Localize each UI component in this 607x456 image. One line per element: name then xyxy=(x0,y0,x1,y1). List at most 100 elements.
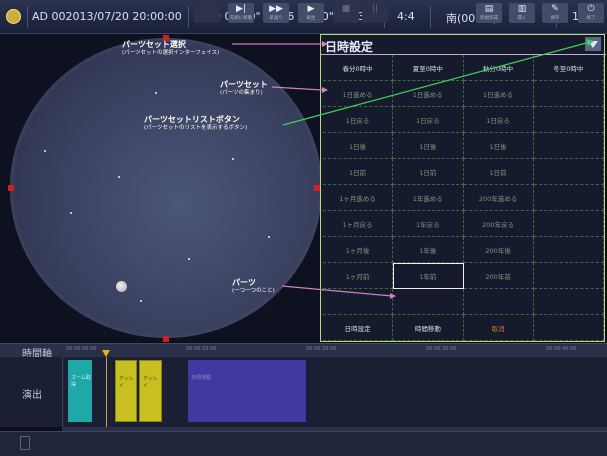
part-button[interactable]: 1日前 xyxy=(463,159,534,185)
timeline-clip[interactable]: ディレイ xyxy=(115,360,137,422)
time-tick: 00:00:30.00 xyxy=(426,346,457,352)
part-button[interactable]: 時間移動 xyxy=(393,315,464,341)
track-label: 演出 xyxy=(22,390,42,401)
star xyxy=(268,236,270,238)
part-button xyxy=(533,81,604,107)
part-button[interactable]: 1日戻る xyxy=(323,107,394,133)
new-button[interactable]: ▤ 新規作成 xyxy=(476,3,502,23)
bottom-toolbar xyxy=(0,431,607,456)
timeline-axis[interactable]: 時間軸 00:00:00.00 00:00:10.00 00:00:20.00 … xyxy=(0,343,607,360)
save-icon: ✎ xyxy=(551,4,559,14)
app-logo-icon[interactable] xyxy=(6,9,21,24)
part-button[interactable]: 取消 xyxy=(463,315,534,341)
part-button[interactable]: 1ヶ月前 xyxy=(323,263,394,289)
parts-grid: 春分0時中 夏至0時中 秋分0時中 冬至0時中 1日進める 1日進める 1日進める 1日戻る 1… xyxy=(323,55,604,341)
part-button[interactable]: 1年戻る xyxy=(393,211,464,237)
star xyxy=(155,92,157,94)
callout-parts-set: パーツセット (パーツの集まり) xyxy=(220,80,268,96)
part-button xyxy=(463,289,534,315)
part-button[interactable]: 1日前 xyxy=(393,159,464,185)
part-button[interactable]: 1年進める xyxy=(393,185,464,211)
track-divider xyxy=(62,357,63,427)
pause-icon: || xyxy=(371,4,379,14)
parts-set-title: 日時設定 xyxy=(325,40,374,54)
time-tick: 00:00:20.00 xyxy=(306,346,337,352)
time-tick: 00:00:40.00 xyxy=(546,346,577,352)
part-button xyxy=(533,289,604,315)
part-button[interactable]: 1年後 xyxy=(393,237,464,263)
part-button[interactable]: 1日進める xyxy=(463,81,534,107)
star xyxy=(232,158,234,160)
star xyxy=(70,212,72,214)
divider xyxy=(188,6,189,28)
part-button[interactable]: 秋分0時中 xyxy=(463,55,534,81)
part-button[interactable]: 200年戻る xyxy=(463,211,534,237)
timeline-clip[interactable]: ズーム取得 xyxy=(68,360,92,422)
part-button[interactable]: 200年前 xyxy=(463,263,534,289)
part-button[interactable]: 冬至0時中 xyxy=(533,55,604,81)
star xyxy=(140,300,142,302)
planetarium-dome[interactable] xyxy=(10,38,322,338)
part-button xyxy=(533,237,604,263)
part-button[interactable]: 1日戻る xyxy=(393,107,464,133)
part-button[interactable]: 1日前 xyxy=(323,159,394,185)
part-button[interactable]: 1年前 xyxy=(393,263,464,289)
blank-button xyxy=(194,3,220,23)
part-button xyxy=(533,185,604,211)
fast-forward-icon: ▶▶ xyxy=(269,4,283,14)
parts-set-panel: 日時設定 春分0時中 夏至0時中 秋分0時中 冬至0時中 1日進める 1日進める 1日進める… xyxy=(320,34,606,342)
part-button[interactable]: 1ヶ月進める xyxy=(323,185,394,211)
pause-button[interactable]: || xyxy=(362,3,388,23)
part-button[interactable]: 200年進める xyxy=(463,185,534,211)
part-button[interactable]: 1日後 xyxy=(393,133,464,159)
exit-button[interactable]: ⏻ 終了 xyxy=(578,3,604,23)
star xyxy=(44,150,46,152)
date-readout: AD 002013/07/20 20:00:00 xyxy=(32,10,182,23)
playhead-marker[interactable] xyxy=(102,350,110,357)
callout-parts-select: パーツセット選択 (パーツセットの選択インターフェイス) xyxy=(122,40,220,56)
part-button[interactable]: 200年後 xyxy=(463,237,534,263)
east-marker xyxy=(8,185,14,191)
play-icon: ▶ xyxy=(307,4,315,14)
divider xyxy=(27,6,28,28)
timeline-clip[interactable]: ディレイ xyxy=(139,360,162,422)
part-button xyxy=(533,133,604,159)
timeline-clip[interactable]: 日周運動 xyxy=(188,360,306,422)
callout-parts: パーツ (一つ一つのこと) xyxy=(232,278,275,294)
trash-icon[interactable] xyxy=(20,436,30,450)
part-button[interactable]: 日時設定 xyxy=(323,315,394,341)
part-button xyxy=(533,263,604,289)
play-button[interactable]: ▶ 再生 xyxy=(298,3,324,23)
part-button xyxy=(393,289,464,315)
power-icon: ⏻ xyxy=(587,4,595,14)
part-button xyxy=(323,289,394,315)
time-tick: 00:00:10.00 xyxy=(186,346,217,352)
part-button[interactable]: 1日戻る xyxy=(463,107,534,133)
stop-button[interactable]: ■ xyxy=(333,3,359,23)
part-button[interactable]: 1日後 xyxy=(463,133,534,159)
divider xyxy=(430,6,431,28)
part-button[interactable]: 1ヶ月戻る xyxy=(323,211,394,237)
playhead-line[interactable] xyxy=(106,357,107,427)
parts-set-list-button[interactable] xyxy=(585,37,601,51)
part-button[interactable]: 夏至0時中 xyxy=(393,55,464,81)
go-to-start-button[interactable]: ▶| 先頭に移動 xyxy=(228,3,254,23)
new-file-icon: ▤ xyxy=(484,4,494,14)
fast-forward-button[interactable]: ▶▶ 早送り xyxy=(263,3,289,23)
timeline-scrollbar[interactable] xyxy=(62,427,607,431)
part-button[interactable]: 1日進める xyxy=(393,81,464,107)
part-button[interactable]: 1日進める xyxy=(323,81,394,107)
part-button[interactable]: 春分0時中 xyxy=(323,55,394,81)
open-button[interactable]: ▥ 開く xyxy=(509,3,535,23)
time-tick: 00:00:00.00 xyxy=(66,346,97,352)
part-button xyxy=(533,107,604,133)
part-button[interactable]: 1日後 xyxy=(323,133,394,159)
part-button[interactable]: 1ヶ月後 xyxy=(323,237,394,263)
star xyxy=(188,258,190,260)
save-button[interactable]: ✎ 保存 xyxy=(542,3,568,23)
star xyxy=(118,176,120,178)
speed-readout: 4:4 xyxy=(397,10,415,23)
callout-parts-list-button: パーツセットリストボタン (パーツセットのリストを表示するボタン) xyxy=(144,115,248,131)
south-marker xyxy=(163,336,169,342)
part-button xyxy=(533,315,604,341)
